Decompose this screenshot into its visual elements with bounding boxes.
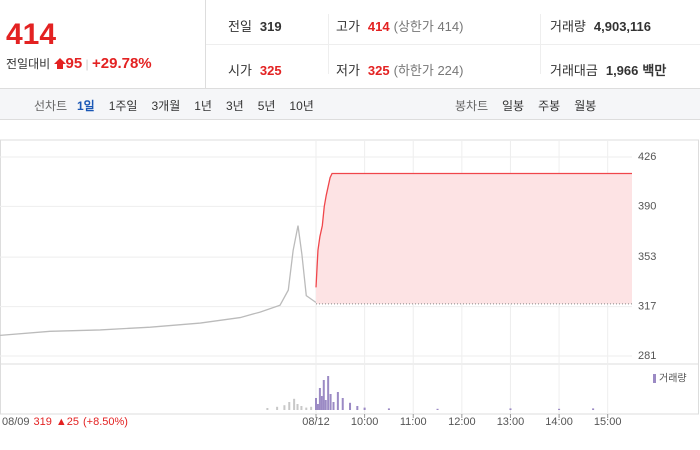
legend-label: 거래량 bbox=[659, 373, 687, 385]
volume-bar bbox=[558, 408, 561, 410]
volume-bar bbox=[283, 405, 286, 410]
volume-bar bbox=[310, 406, 313, 410]
stat-label: 거래량 bbox=[550, 19, 586, 34]
y-tick-label: 353 bbox=[638, 251, 656, 263]
tab[interactable]: 1주일 bbox=[108, 99, 138, 113]
stat: 거래대금 1,966 백만 bbox=[550, 60, 666, 79]
volume-bar bbox=[329, 394, 332, 410]
volume-bar bbox=[509, 408, 512, 410]
volume-bar bbox=[387, 408, 390, 410]
x-tick-label: 11:00 bbox=[400, 416, 427, 428]
stat-unit: 백만 bbox=[642, 63, 667, 78]
volume-bar bbox=[336, 392, 339, 410]
change-label: 전일대비 bbox=[6, 57, 51, 71]
tab[interactable]: 10년 bbox=[289, 99, 314, 113]
tab[interactable]: 1년 bbox=[194, 99, 212, 113]
tab-group-label: 선차트 bbox=[34, 99, 68, 113]
volume-bar bbox=[320, 396, 323, 410]
stat: 저가 325 (하한가 224) bbox=[336, 60, 463, 79]
y-tick-label: 281 bbox=[638, 350, 656, 362]
prev-day: 08/09 319 ▲25 (+8.50%) bbox=[2, 416, 128, 428]
prev-day-date: 08/09 bbox=[2, 416, 30, 428]
chart: 281 317 353 390 426 08/12 10:00 11:00 12:00 13:00… bbox=[0, 139, 699, 428]
stat-note: (하한가 224) bbox=[393, 63, 464, 78]
volume-bar bbox=[266, 408, 269, 410]
stat-value: 319 bbox=[259, 19, 282, 34]
line bbox=[0, 225, 317, 337]
y-tick-label: 390 bbox=[638, 200, 656, 212]
volume-bar bbox=[356, 406, 359, 410]
stat: 시가 325 bbox=[228, 60, 282, 79]
stat-value: 4,903,116 bbox=[593, 19, 652, 34]
tab[interactable]: 3년 bbox=[225, 99, 244, 113]
volume-bar bbox=[327, 376, 330, 410]
volume-bar bbox=[332, 402, 335, 410]
quote-panel: 414 전일대비 95 | +29.78% 전일 319 고가 414 (상한가 414… bbox=[0, 0, 700, 89]
volume-bar bbox=[305, 407, 308, 410]
stat-value: 325 bbox=[259, 63, 282, 78]
stat: 거래량 4,903,116 bbox=[550, 16, 651, 35]
price-box: 414 전일대비 95 | +29.78% bbox=[0, 0, 206, 88]
tab[interactable]: 일봉 bbox=[502, 99, 525, 113]
area bbox=[316, 173, 632, 304]
up-arrow bbox=[53, 58, 66, 69]
volume-bar bbox=[316, 404, 319, 410]
y-tick-label: 317 bbox=[638, 300, 656, 312]
stat-label: 거래대금 bbox=[550, 63, 598, 78]
tab[interactable]: 월봉 bbox=[574, 99, 597, 113]
x-tick-label: 10:00 bbox=[351, 416, 379, 428]
price: 414 bbox=[6, 18, 57, 51]
stat: 전일 319 bbox=[228, 16, 282, 35]
x-tick-label: 12:00 bbox=[448, 416, 476, 428]
volume-bar bbox=[363, 407, 366, 410]
volume-bar bbox=[324, 400, 327, 410]
stat-label: 시가 bbox=[228, 63, 252, 78]
prev-day-change: ▲25 bbox=[56, 416, 79, 428]
y-tick-label: 426 bbox=[638, 151, 656, 163]
volume-bar bbox=[276, 406, 279, 410]
tab-bar: 선차트 1일 1주일 3개월 1년 3년 5년 10년 봉차트 일봉 주봉 월봉 bbox=[0, 89, 700, 120]
x-tick-label: 08/12 bbox=[302, 416, 330, 428]
tab[interactable]: 5년 bbox=[257, 99, 276, 113]
volume-bar bbox=[296, 404, 299, 410]
volume-bar bbox=[293, 398, 296, 410]
stat-label: 저가 bbox=[336, 63, 360, 78]
x-tick-label: 15:00 bbox=[594, 416, 622, 428]
legend-swatch bbox=[653, 374, 656, 383]
stat-label: 전일 bbox=[228, 19, 252, 34]
volume-frame bbox=[0, 363, 699, 415]
volume-bar bbox=[341, 398, 344, 410]
stat-note: (상한가 414) bbox=[393, 19, 464, 34]
stat-value: 414 bbox=[367, 19, 390, 34]
x-tick-label: 14:00 bbox=[545, 416, 573, 428]
prev-day-rate: (+8.50%) bbox=[83, 416, 128, 428]
tab[interactable]: 주봉 bbox=[538, 99, 561, 113]
tab[interactable]: 3개월 bbox=[151, 99, 181, 113]
volume-bar bbox=[318, 388, 321, 410]
stat-value: 325 bbox=[367, 63, 390, 78]
tab-group-label: 봉차트 bbox=[455, 99, 489, 113]
change-rate: +29.78% bbox=[92, 55, 152, 72]
volume-bar bbox=[349, 402, 352, 410]
x-tick-label: 13:00 bbox=[497, 416, 525, 428]
volume-bar bbox=[322, 380, 325, 410]
volume-bar bbox=[592, 408, 595, 410]
volume-bar bbox=[300, 406, 303, 410]
volume-bar bbox=[315, 398, 317, 410]
volume-bar bbox=[436, 408, 439, 410]
tab[interactable]: 1일 bbox=[77, 99, 95, 113]
prev-day-close: 319 bbox=[34, 416, 52, 428]
line bbox=[315, 172, 632, 288]
volume-bar bbox=[288, 402, 291, 410]
change-value: 95 bbox=[65, 55, 83, 72]
stat-value: 1,966 bbox=[605, 63, 639, 78]
stat-label: 고가 bbox=[336, 19, 360, 34]
change: 전일대비 95 | +29.78% bbox=[6, 55, 152, 72]
stat: 고가 414 (상한가 414) bbox=[336, 16, 463, 35]
